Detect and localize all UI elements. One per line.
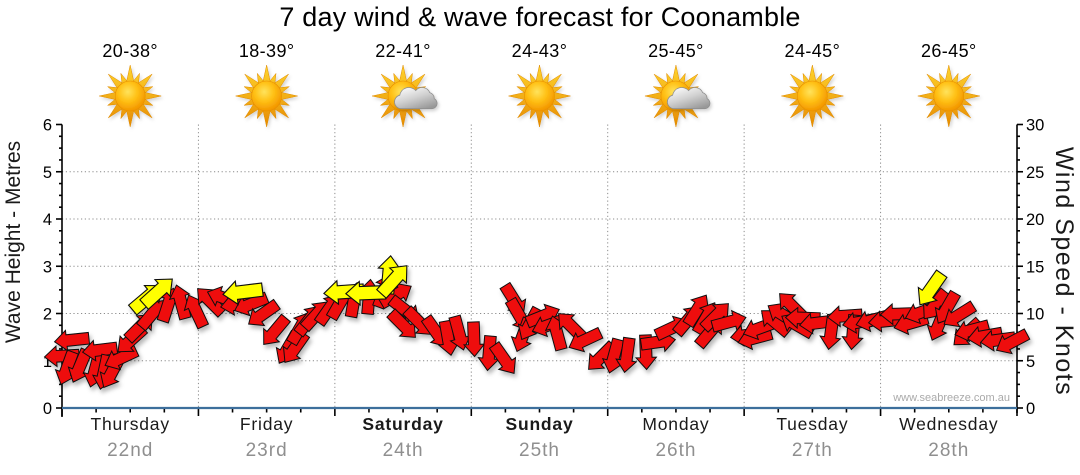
svg-text:0: 0 [1026,400,1035,418]
svg-text:Sunday: Sunday [505,414,573,434]
svg-text:5: 5 [1026,353,1035,371]
svg-text:28th: 28th [928,440,969,461]
svg-text:www.seabreeze.com.au: www.seabreeze.com.au [892,392,1010,404]
svg-text:Wind Speed - Knots: Wind Speed - Knots [1050,147,1078,396]
svg-text:Wave Height - Metres: Wave Height - Metres [2,141,25,343]
svg-text:22nd: 22nd [107,440,153,461]
svg-text:Friday: Friday [240,414,293,434]
svg-text:5: 5 [43,164,52,182]
svg-text:26th: 26th [655,440,696,461]
svg-text:Tuesday: Tuesday [776,414,848,434]
svg-text:23rd: 23rd [246,440,288,461]
svg-text:3: 3 [43,258,52,276]
svg-text:0: 0 [43,400,52,418]
svg-text:27th: 27th [792,440,833,461]
svg-text:6: 6 [43,117,52,135]
svg-text:20-38°: 20-38° [102,41,158,61]
svg-text:30: 30 [1026,117,1044,135]
svg-text:4: 4 [43,211,52,229]
svg-text:Thursday: Thursday [91,414,170,434]
svg-text:2: 2 [43,306,52,324]
svg-text:7 day wind & wave forecast for: 7 day wind & wave forecast for Coonamble [279,2,800,32]
svg-text:1: 1 [43,353,52,371]
svg-text:25th: 25th [519,440,560,461]
svg-text:18-39°: 18-39° [239,41,295,61]
svg-text:26-45°: 26-45° [921,41,977,61]
svg-text:Wednesday: Wednesday [899,414,998,434]
svg-text:15: 15 [1026,258,1044,276]
svg-text:22-41°: 22-41° [375,41,431,61]
svg-text:Saturday: Saturday [362,414,443,434]
svg-text:10: 10 [1026,306,1044,324]
svg-text:25: 25 [1026,164,1044,182]
svg-text:24-45°: 24-45° [785,41,841,61]
svg-text:24-43°: 24-43° [512,41,568,61]
svg-text:25-45°: 25-45° [648,41,704,61]
svg-text:20: 20 [1026,211,1044,229]
svg-text:24th: 24th [383,440,424,461]
svg-text:Monday: Monday [642,414,709,434]
